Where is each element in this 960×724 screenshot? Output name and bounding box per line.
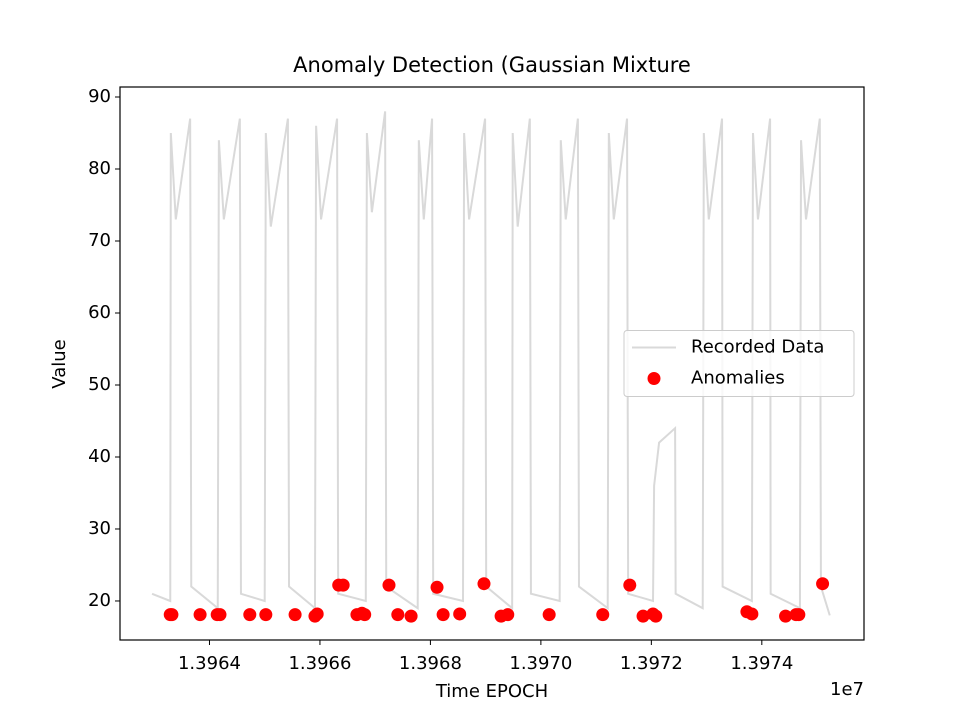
legend-marker [647, 372, 661, 385]
anomaly-point [310, 607, 324, 621]
x-tick-label: 1.3972 [620, 653, 683, 674]
x-tick-label: 1.3964 [178, 653, 241, 674]
anomaly-point [779, 609, 793, 623]
x-axis-label: Time EPOCH [435, 681, 548, 702]
x-tick-label: 1.3974 [730, 653, 793, 674]
y-tick-label: 60 [88, 302, 111, 323]
y-tick-label: 30 [88, 518, 111, 539]
legend-label: Anomalies [691, 368, 785, 389]
anomaly-point [542, 608, 556, 622]
anomaly-point [288, 608, 302, 622]
y-tick-label: 90 [88, 86, 111, 107]
legend-label: Recorded Data [691, 337, 824, 358]
y-tick-label: 20 [88, 590, 111, 611]
anomaly-point [213, 608, 227, 622]
anomaly-point [336, 578, 350, 592]
anomaly-point [623, 578, 637, 592]
anomaly-point [193, 608, 207, 622]
x-tick-label: 1.3970 [509, 653, 572, 674]
anomaly-point [430, 580, 444, 594]
anomaly-point [792, 608, 806, 622]
legend-box [623, 330, 855, 397]
y-tick-label: 40 [88, 446, 111, 467]
anomaly-point [745, 607, 759, 621]
anomaly-point [243, 608, 257, 622]
anomaly-point [501, 608, 515, 622]
anomaly-point [165, 608, 179, 622]
anomaly-point [636, 609, 650, 623]
y-tick-label: 50 [88, 374, 111, 395]
data-line [151, 111, 831, 616]
y-tick-label: 70 [88, 230, 111, 251]
anomaly-point [649, 609, 663, 623]
anomaly-point [382, 578, 396, 592]
x-tick-label: 1.3968 [399, 653, 462, 674]
y-axis-label: Value [49, 339, 70, 388]
x-offset-label: 1e7 [830, 679, 864, 700]
anomaly-point [477, 577, 491, 591]
y-tick-label: 80 [88, 158, 111, 179]
x-tick-label: 1.3966 [288, 653, 351, 674]
anomaly-point [436, 608, 450, 622]
anomaly-point [259, 608, 273, 622]
anomaly-point [358, 608, 372, 622]
chart-title: Anomaly Detection (Gaussian Mixture [293, 53, 691, 77]
anomaly-point [391, 608, 405, 622]
anomaly-point [596, 608, 610, 622]
anomaly-point [453, 607, 467, 621]
anomaly-point [404, 609, 418, 623]
anomaly-point [816, 577, 830, 591]
plot-frame [119, 86, 865, 641]
